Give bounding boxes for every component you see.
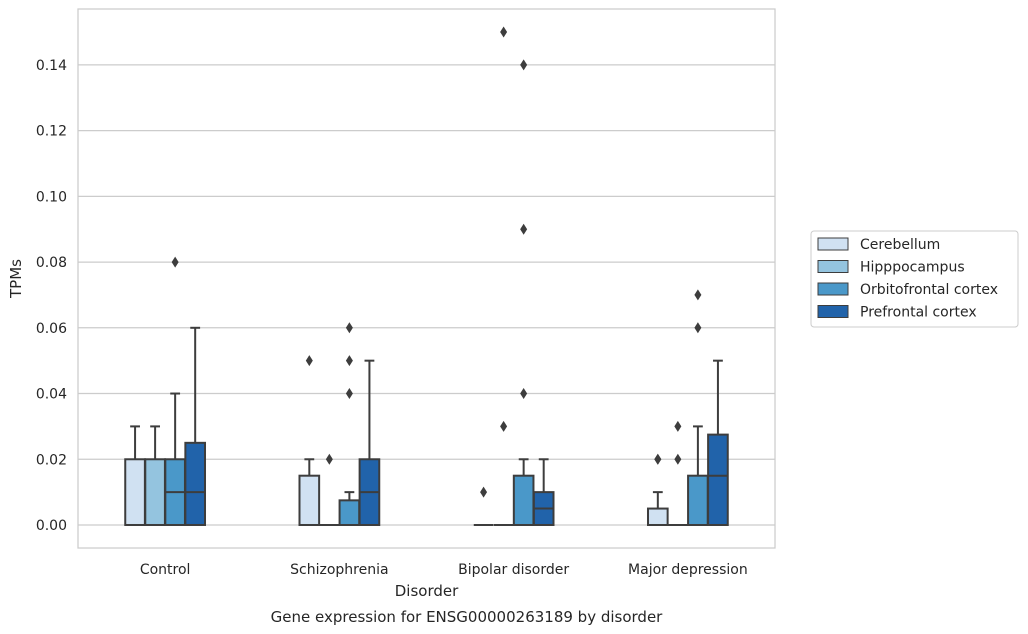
y-tick-label: 0.14	[36, 58, 67, 74]
outlier-point	[171, 256, 179, 268]
x-tick-label: Schizophrenia	[290, 562, 388, 578]
box-body	[184, 441, 207, 526]
outlier-point	[674, 453, 682, 465]
grid-lines	[78, 64, 775, 526]
outlier-point	[480, 486, 488, 498]
legend-swatch	[817, 237, 849, 251]
y-tick-label: 0.12	[36, 124, 67, 140]
legend-label: Hipppocampus	[860, 260, 965, 276]
outlier-point	[520, 223, 528, 235]
box-body	[124, 458, 146, 526]
y-tick-label: 0.02	[36, 452, 67, 468]
legend-swatch	[817, 282, 849, 296]
y-tick-label: 0.10	[36, 189, 67, 205]
outlier-point	[674, 420, 682, 432]
y-tick-label: 0.04	[36, 387, 67, 403]
outlier-point	[500, 26, 508, 38]
legend: Cerebellum Hipppocampus Orbitofrontal cort…	[810, 230, 1019, 328]
outlier-point	[500, 420, 508, 432]
y-axis-label: TPMs	[7, 259, 25, 299]
box-body	[338, 499, 361, 526]
x-tick-label: Bipolar disorder	[458, 562, 569, 578]
x-axis-label: Disorder	[395, 582, 459, 600]
figure-caption: Gene expression for ENSG00000263189 by d…	[271, 608, 664, 626]
x-tick-labels: Control Schizophrenia Bipolar disorder Majo…	[140, 562, 748, 578]
box	[164, 256, 186, 526]
box	[298, 355, 321, 526]
legend-label: Orbitofrontal cortex	[860, 282, 998, 298]
box-body	[707, 433, 729, 526]
box	[184, 326, 207, 526]
legend-swatch	[817, 260, 849, 273]
box	[707, 359, 729, 526]
box	[473, 486, 494, 526]
box	[358, 359, 381, 526]
box	[144, 425, 166, 526]
box-body	[144, 458, 166, 526]
outlier-point	[345, 322, 353, 334]
y-tick-label: 0.00	[36, 518, 67, 534]
outlier-point	[345, 388, 353, 400]
y-tick-label: 0.08	[36, 255, 67, 271]
legend-box	[810, 230, 1019, 328]
outlier-point	[654, 453, 662, 465]
box	[646, 453, 669, 526]
box-body	[687, 474, 709, 526]
box	[532, 458, 555, 526]
box	[338, 322, 361, 526]
legend-swatch	[817, 305, 849, 318]
plot-area	[77, 8, 776, 549]
box	[124, 425, 146, 526]
legend-label: Cerebellum	[860, 237, 940, 253]
x-tick-label: Control	[140, 562, 191, 578]
y-tick-label: 0.06	[36, 321, 67, 337]
legend-label: Prefrontal cortex	[860, 305, 977, 321]
box-body	[298, 474, 321, 526]
box-body	[512, 474, 535, 526]
box	[319, 453, 340, 526]
outlier-point	[694, 322, 702, 334]
box	[512, 59, 535, 526]
outlier-point	[305, 355, 313, 367]
x-tick-label: Major depression	[628, 562, 748, 578]
box	[687, 289, 709, 526]
outlier-point	[520, 59, 528, 71]
outlier-point	[325, 453, 333, 465]
outlier-point	[694, 289, 702, 301]
box-plots	[124, 26, 729, 526]
y-tick-labels: 0.00 0.02 0.04 0.06 0.08 0.10 0.12 0.14	[36, 58, 67, 534]
box	[493, 26, 514, 526]
box-body	[646, 507, 669, 526]
box	[668, 420, 688, 526]
outlier-point	[520, 388, 528, 400]
outlier-point	[345, 355, 353, 367]
